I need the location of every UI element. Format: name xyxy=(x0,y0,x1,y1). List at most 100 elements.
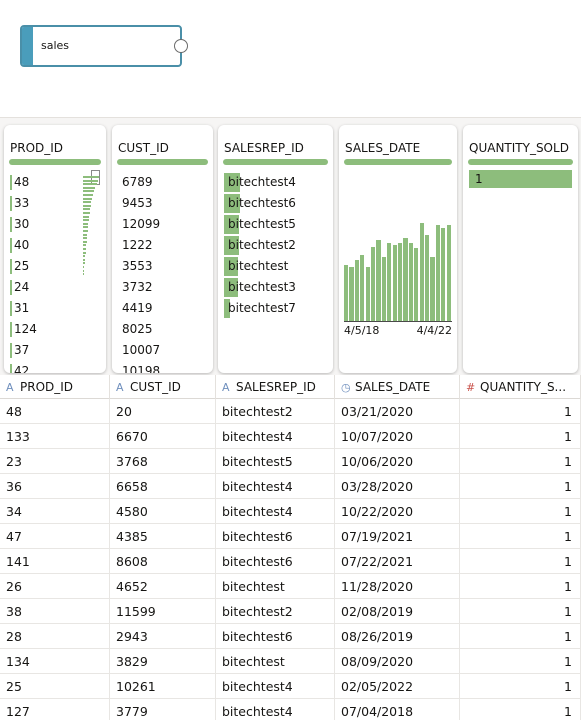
table-cell[interactable]: 8608 xyxy=(110,549,216,574)
table-cell[interactable]: 1 xyxy=(460,424,581,449)
table-row[interactable]: 25 10261 bitechtest4 02/05/2022 1 xyxy=(0,674,581,699)
column-header-quantity-s[interactable]: # QUANTITY_S... xyxy=(460,375,581,399)
histogram-bar[interactable] xyxy=(371,246,376,321)
table-cell[interactable]: 4580 xyxy=(110,499,216,524)
table-cell[interactable]: 1 xyxy=(460,624,581,649)
flow-canvas[interactable]: sales xyxy=(0,0,581,118)
table-cell[interactable]: 26 xyxy=(0,574,110,599)
table-cell[interactable]: 08/09/2020 xyxy=(335,649,460,674)
value-row[interactable]: 42 xyxy=(10,361,100,373)
value-row[interactable]: bitechtest xyxy=(224,256,327,277)
histogram-bar[interactable] xyxy=(349,267,354,321)
table-cell[interactable]: 11599 xyxy=(110,599,216,624)
table-cell[interactable]: bitechtest xyxy=(216,574,335,599)
value-row[interactable]: 1 xyxy=(469,170,572,188)
table-cell[interactable]: 07/19/2021 xyxy=(335,524,460,549)
histogram-bar[interactable] xyxy=(425,234,430,321)
table-row[interactable]: 133 6670 bitechtest4 10/07/2020 1 xyxy=(0,424,581,449)
table-cell[interactable]: 133 xyxy=(0,424,110,449)
histogram-bar[interactable] xyxy=(354,260,359,321)
table-cell[interactable]: 10261 xyxy=(110,674,216,699)
table-cell[interactable]: bitechtest6 xyxy=(216,624,335,649)
table-row[interactable]: 47 4385 bitechtest6 07/19/2021 1 xyxy=(0,524,581,549)
table-cell[interactable]: 36 xyxy=(0,474,110,499)
histogram-bar[interactable] xyxy=(398,242,403,321)
value-row[interactable]: 3553 xyxy=(118,256,207,277)
table-row[interactable]: 28 2943 bitechtest6 08/26/2019 1 xyxy=(0,624,581,649)
table-cell[interactable]: 48 xyxy=(0,399,110,424)
table-row[interactable]: 48 20 bitechtest2 03/21/2020 1 xyxy=(0,399,581,424)
table-cell[interactable]: 11/28/2020 xyxy=(335,574,460,599)
value-row[interactable]: 8025 xyxy=(118,319,207,340)
histogram-bar[interactable] xyxy=(408,242,413,321)
table-cell[interactable]: 38 xyxy=(0,599,110,624)
value-row[interactable]: bitechtest3 xyxy=(224,277,327,298)
sales-dataset-node[interactable]: sales xyxy=(20,25,182,67)
table-cell[interactable]: 28 xyxy=(0,624,110,649)
value-row[interactable]: 6789 xyxy=(118,172,207,193)
column-header-cust-id[interactable]: A CUST_ID xyxy=(110,375,216,399)
table-cell[interactable]: 03/21/2020 xyxy=(335,399,460,424)
table-cell[interactable]: 134 xyxy=(0,649,110,674)
column-header-sales-date[interactable]: ◷ SALES_DATE xyxy=(335,375,460,399)
value-row[interactable]: bitechtest6 xyxy=(224,193,327,214)
table-cell[interactable]: 34 xyxy=(0,499,110,524)
table-cell[interactable]: 3768 xyxy=(110,449,216,474)
table-cell[interactable]: bitechtest6 xyxy=(216,524,335,549)
table-cell[interactable]: 23 xyxy=(0,449,110,474)
table-cell[interactable]: 1 xyxy=(460,449,581,474)
value-row[interactable]: bitechtest4 xyxy=(224,172,327,193)
histogram-bar[interactable] xyxy=(344,265,349,321)
profile-card-prod-id[interactable]: PROD_ID 48 33 30 40 25 24 31 124 37 42 xyxy=(4,125,106,373)
table-cell[interactable]: 1 xyxy=(460,499,581,524)
table-cell[interactable]: 1 xyxy=(460,674,581,699)
histogram-bar[interactable] xyxy=(419,223,424,321)
table-cell[interactable]: 6658 xyxy=(110,474,216,499)
histogram-bar[interactable] xyxy=(387,242,392,321)
table-cell[interactable]: bitechtest4 xyxy=(216,674,335,699)
table-cell[interactable]: bitechtest4 xyxy=(216,699,335,720)
value-row[interactable]: 24 xyxy=(10,277,100,298)
table-cell[interactable]: 3779 xyxy=(110,699,216,720)
value-row[interactable]: 124 xyxy=(10,319,100,340)
table-cell[interactable]: 1 xyxy=(460,399,581,424)
value-row[interactable]: 1222 xyxy=(118,235,207,256)
value-row[interactable]: 9453 xyxy=(118,193,207,214)
histogram-bar[interactable] xyxy=(446,224,451,321)
table-row[interactable]: 23 3768 bitechtest5 10/06/2020 1 xyxy=(0,449,581,474)
table-cell[interactable]: 07/22/2021 xyxy=(335,549,460,574)
table-row[interactable]: 26 4652 bitechtest 11/28/2020 1 xyxy=(0,574,581,599)
table-cell[interactable]: 1 xyxy=(460,599,581,624)
histogram-bar[interactable] xyxy=(403,237,408,321)
table-cell[interactable]: bitechtest5 xyxy=(216,449,335,474)
table-cell[interactable]: 1 xyxy=(460,574,581,599)
value-row[interactable]: bitechtest5 xyxy=(224,214,327,235)
table-cell[interactable]: bitechtest6 xyxy=(216,549,335,574)
table-cell[interactable]: 2943 xyxy=(110,624,216,649)
table-cell[interactable]: bitechtest2 xyxy=(216,399,335,424)
histogram-bar[interactable] xyxy=(365,267,370,321)
node-output-port[interactable] xyxy=(174,39,188,53)
table-cell[interactable]: bitechtest xyxy=(216,649,335,674)
table-cell[interactable]: 08/26/2019 xyxy=(335,624,460,649)
table-cell[interactable]: 1 xyxy=(460,699,581,720)
table-cell[interactable]: 6670 xyxy=(110,424,216,449)
histogram-bar[interactable] xyxy=(430,257,435,321)
table-cell[interactable]: 127 xyxy=(0,699,110,720)
table-cell[interactable]: 4385 xyxy=(110,524,216,549)
histogram-bar[interactable] xyxy=(376,239,381,321)
value-row[interactable]: 30 xyxy=(10,214,100,235)
value-row[interactable]: bitechtest7 xyxy=(224,298,327,319)
value-row[interactable]: 31 xyxy=(10,298,100,319)
table-cell[interactable]: 3829 xyxy=(110,649,216,674)
histogram-bar[interactable] xyxy=(381,257,386,321)
histogram-bar[interactable] xyxy=(392,244,397,321)
column-header-prod-id[interactable]: A PROD_ID xyxy=(0,375,110,399)
profile-card-cust-id[interactable]: CUST_ID 6789 9453 12099 1222 3553 3732 4419 802… xyxy=(112,125,213,373)
table-cell[interactable]: 4652 xyxy=(110,574,216,599)
table-cell[interactable]: 1 xyxy=(460,649,581,674)
histogram-bar[interactable] xyxy=(360,255,365,321)
value-row[interactable]: 37 xyxy=(10,340,100,361)
value-row[interactable]: 12099 xyxy=(118,214,207,235)
table-row[interactable]: 34 4580 bitechtest4 10/22/2020 1 xyxy=(0,499,581,524)
